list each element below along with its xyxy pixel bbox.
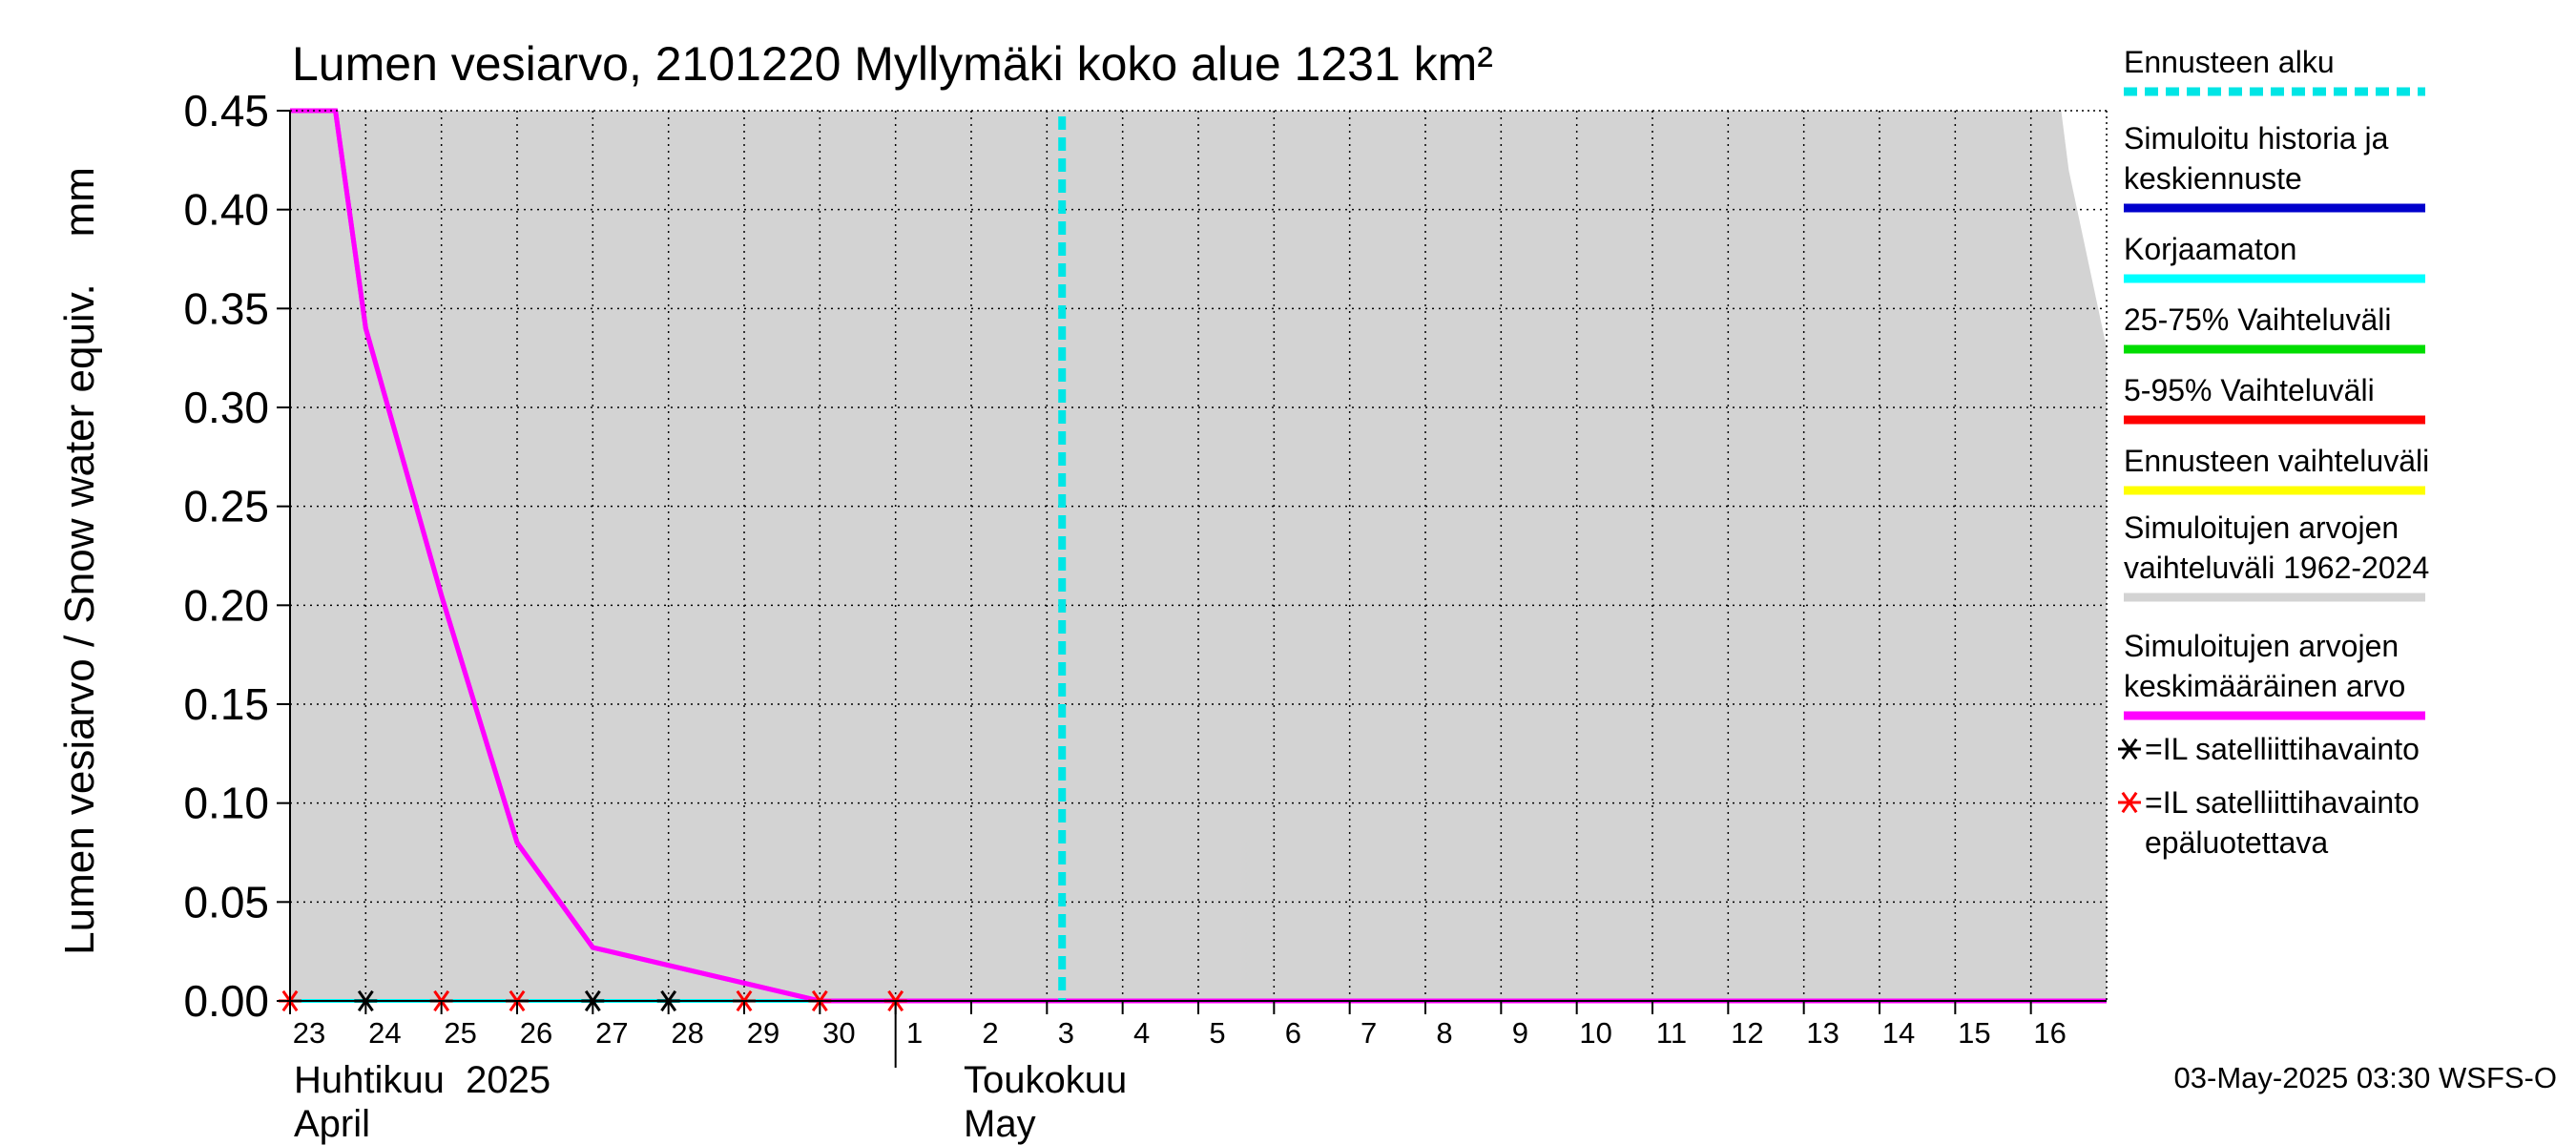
timestamp: 03-May-2025 03:30 WSFS-O <box>2174 1061 2557 1094</box>
x-tick-label: 30 <box>822 1016 855 1050</box>
y-tick-label: 0.10 <box>183 779 269 828</box>
x-tick-label: 23 <box>293 1016 325 1050</box>
x-tick-label: 16 <box>2033 1016 2066 1050</box>
x-tick-label: 2 <box>982 1016 998 1050</box>
y-axis-label: Lumen vesiarvo / Snow water equiv. mm <box>56 167 103 955</box>
x-tick-label: 27 <box>595 1016 628 1050</box>
x-tick-label: 14 <box>1882 1016 1915 1050</box>
x-tick-label: 29 <box>747 1016 779 1050</box>
legend-label: Simuloitujen arvojen <box>2124 629 2399 663</box>
y-tick-label: 0.40 <box>183 185 269 235</box>
legend-marker-label: =IL satelliittihavainto <box>2145 732 2420 766</box>
x-tick-label: 6 <box>1285 1016 1301 1050</box>
x-tick-label: 10 <box>1579 1016 1611 1050</box>
x-tick-label: 7 <box>1361 1016 1377 1050</box>
month-label-en: April <box>294 1103 370 1145</box>
legend-label: Korjaamaton <box>2124 232 2296 266</box>
x-tick-label: 4 <box>1133 1016 1150 1050</box>
x-tick-label: 11 <box>1656 1016 1687 1050</box>
legend-label: Ennusteen alku <box>2124 45 2335 79</box>
x-tick-label: 28 <box>671 1016 703 1050</box>
y-tick-label: 0.25 <box>183 482 269 531</box>
x-tick-label: 5 <box>1209 1016 1225 1050</box>
legend-marker <box>2118 738 2141 760</box>
legend-marker-label: epäluotettava <box>2145 825 2328 860</box>
month-label: Huhtikuu 2025 <box>294 1059 551 1101</box>
chart-title: Lumen vesiarvo, 2101220 Myllymäki koko a… <box>292 37 1493 91</box>
x-tick-label: 1 <box>906 1016 923 1050</box>
marker-stroke <box>2121 791 2138 814</box>
legend-label: keskimääräinen arvo <box>2124 669 2405 703</box>
y-tick-label: 0.35 <box>183 283 269 333</box>
range-band-layer <box>290 111 2107 1001</box>
x-tick-label: 12 <box>1731 1016 1763 1050</box>
axis-layer: 0.00 0.05 0.10 0.15 0.20 0.25 0.30 0.35 0.40 0.45… <box>183 86 2108 1145</box>
x-tick-label: 26 <box>520 1016 552 1050</box>
legend-marker-label: =IL satelliittihavainto <box>2145 785 2420 820</box>
legend-marker <box>2118 791 2141 814</box>
range-band-area <box>290 111 2107 1001</box>
legend-label: keskiennuste <box>2124 161 2302 196</box>
x-tick-label: 13 <box>1806 1016 1839 1050</box>
x-tick-label: 15 <box>1958 1016 1990 1050</box>
month-label: Toukokuu <box>964 1059 1127 1101</box>
legend-label: 5-95% Vaihteluväli <box>2124 373 2375 407</box>
grid-layer <box>290 111 2107 1001</box>
x-tick-label: 9 <box>1512 1016 1528 1050</box>
month-label-en: May <box>964 1103 1036 1145</box>
legend-label: Simuloitu historia ja <box>2124 121 2389 156</box>
y-tick-label: 0.30 <box>183 383 269 432</box>
y-tick-label: 0.00 <box>183 976 269 1026</box>
legend-label: 25-75% Vaihteluväli <box>2124 302 2391 337</box>
y-tick-label: 0.20 <box>183 580 269 630</box>
y-tick-label: 0.45 <box>183 86 269 135</box>
y-tick-label: 0.05 <box>183 877 269 926</box>
x-tick-label: 24 <box>368 1016 401 1050</box>
legend-label: vaihteluväli 1962-2024 <box>2124 551 2429 585</box>
x-tick-label: 8 <box>1436 1016 1452 1050</box>
legend-layer: Ennusteen alku Simuloitu historia ja keski… <box>2118 45 2429 860</box>
marker-stroke <box>2121 738 2138 760</box>
legend-label: Ennusteen vaihteluväli <box>2124 444 2429 478</box>
x-tick-label: 3 <box>1058 1016 1074 1050</box>
legend-label: Simuloitujen arvojen <box>2124 510 2399 545</box>
x-tick-label: 25 <box>444 1016 476 1050</box>
y-tick-label: 0.15 <box>183 679 269 729</box>
